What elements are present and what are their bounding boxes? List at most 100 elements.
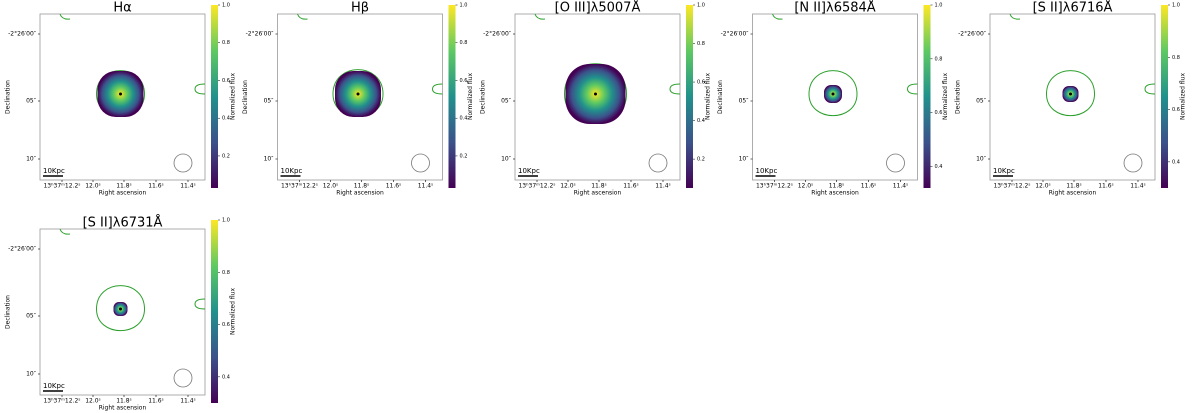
- colorbar-tick-label: 1.0: [935, 3, 943, 9]
- scale-bar-label: 10Kpc: [518, 167, 540, 175]
- contour-edge: [906, 83, 918, 95]
- colorbar-tick-label: 0.6: [697, 80, 705, 86]
- scale-bar-label: 10Kpc: [43, 382, 65, 390]
- x-tick-label: 11.8ˢ: [116, 183, 132, 190]
- colorbar-tick-label: 0.6: [460, 78, 468, 84]
- y-tick-label: 10″: [501, 156, 512, 163]
- panel-title: Hα: [113, 1, 131, 16]
- colorbar-tick-label: 0.4: [935, 164, 943, 170]
- colorbar-tick-label: 0.4: [460, 116, 468, 122]
- x-tick-label: 12.0ˢ: [560, 183, 576, 190]
- y-axis-label: Declination: [955, 80, 962, 114]
- x-tick-label: 11.8ˢ: [829, 183, 845, 190]
- scale-bar-label: 10Kpc: [281, 167, 303, 175]
- colorbar-tick-label: 0.6: [1172, 107, 1180, 113]
- beam: [886, 153, 905, 173]
- colorbar-tick-label: 0.8: [460, 40, 468, 46]
- panel-title: [S II]λ6731Å: [83, 215, 163, 231]
- x-tick-label: 12.0ˢ: [1035, 183, 1051, 190]
- colorbar-tick-label: 0.4: [222, 374, 230, 380]
- contour-edge: [297, 13, 308, 20]
- scale-bar-label: 10Kpc: [43, 167, 65, 175]
- colorbar-tick-label: 0.6: [222, 78, 230, 84]
- y-tick-label: -2°26′00″: [483, 31, 512, 38]
- x-tick-label: 11.4ˢ: [180, 398, 196, 405]
- y-tick-label: 05″: [26, 98, 37, 105]
- contour-edge: [1144, 83, 1156, 95]
- y-tick-label: -2°26′00″: [8, 31, 37, 38]
- panel: [S II]λ6731Å 10Kpc 13ʰ37ᵐ12.2ˢ 12.0ˢ 11.8ˢ 11…: [5, 215, 237, 412]
- panel: [O III]λ5007Å 10Kpc 13ʰ37ᵐ12.2ˢ 12.0ˢ 11.8ˢ 1…: [480, 0, 712, 197]
- panel: [N II]λ6584Å 10Kpc 13ʰ37ᵐ12.2ˢ 12.0ˢ 11.8ˢ 11…: [717, 0, 949, 197]
- y-tick-label: 05″: [501, 98, 512, 105]
- colorbar-label: Normalized flux: [467, 73, 474, 121]
- beam: [411, 153, 430, 173]
- colorbar: [211, 5, 218, 188]
- x-tick-label: 11.4ˢ: [655, 183, 671, 190]
- beam: [648, 153, 668, 173]
- y-tick-label: 05″: [976, 98, 987, 105]
- y-tick-label: -2°26′00″: [246, 31, 275, 38]
- x-axis-label: Right ascension: [336, 190, 384, 197]
- beam: [173, 153, 193, 173]
- colorbar-tick-label: 0.4: [697, 118, 705, 124]
- x-tick-label: 11.4ˢ: [1130, 183, 1146, 190]
- panel: Hα 10Kpc 13ʰ37ᵐ12.2ˢ 12.0ˢ 11.8ˢ 11.6ˢ 11.4ˢ -2…: [5, 1, 237, 197]
- colorbar: [923, 5, 931, 188]
- x-tick-label: 12.0ˢ: [85, 398, 101, 405]
- colorbar-label: Normalized flux: [942, 73, 949, 121]
- y-tick-label: 10″: [739, 156, 750, 163]
- x-tick-label: 13ʰ37ᵐ12.2ˢ: [518, 183, 555, 190]
- center-marker: [1069, 92, 1072, 96]
- panel-title: [S II]λ6716Å: [1033, 0, 1113, 16]
- x-tick-label: 13ʰ37ᵐ12.2ˢ: [43, 183, 80, 190]
- x-tick-label: 12.0ˢ: [323, 183, 339, 190]
- y-tick-label: -2°26′00″: [958, 31, 987, 38]
- colorbar-tick-label: 0.4: [1172, 159, 1180, 165]
- beam: [1123, 153, 1143, 173]
- panel: [S II]λ6716Å 10Kpc 13ʰ37ᵐ12.2ˢ 12.0ˢ 11.8ˢ 11…: [955, 0, 1187, 197]
- x-axis-label: Right ascension: [1049, 190, 1097, 197]
- colorbar-label: Normalized flux: [230, 73, 237, 121]
- scale-bar-label: 10Kpc: [756, 167, 778, 175]
- y-axis-label: Declination: [242, 80, 249, 114]
- x-tick-label: 11.4ˢ: [893, 183, 909, 190]
- x-tick-label: 11.8ˢ: [116, 398, 132, 405]
- colorbar-tick-label: 0.6: [222, 322, 230, 328]
- x-tick-label: 11.6ˢ: [623, 183, 639, 190]
- beam: [173, 368, 193, 388]
- x-tick-label: 11.6ˢ: [861, 183, 877, 190]
- contour: [1046, 70, 1096, 116]
- x-axis-label: Right ascension: [811, 190, 859, 197]
- panel-title: [N II]λ6584Å: [794, 0, 875, 16]
- x-tick-label: 11.8ˢ: [1066, 183, 1082, 190]
- x-axis-label: Right ascension: [99, 190, 147, 197]
- x-tick-label: 12.0ˢ: [85, 183, 101, 190]
- x-tick-label: 11.6ˢ: [1098, 183, 1114, 190]
- y-axis-label: Declination: [5, 295, 12, 329]
- colorbar-tick-label: 0.2: [222, 153, 230, 159]
- colorbar-label: Normalized flux: [705, 73, 712, 121]
- contour: [808, 70, 858, 116]
- colorbar-tick-label: 0.8: [222, 40, 230, 46]
- y-axis-label: Declination: [5, 80, 12, 114]
- y-tick-label: 10″: [26, 156, 37, 163]
- y-axis-label: Declination: [717, 80, 724, 114]
- contour-edge: [59, 228, 71, 235]
- x-tick-label: 12.0ˢ: [798, 183, 814, 190]
- x-tick-label: 11.8ˢ: [591, 183, 607, 190]
- colorbar-tick-label: 0.8: [935, 56, 943, 62]
- y-tick-label: -2°26′00″: [721, 31, 750, 38]
- x-tick-label: 11.6ˢ: [148, 398, 164, 405]
- y-tick-label: 05″: [739, 98, 750, 105]
- x-tick-label: 13ʰ37ᵐ12.2ˢ: [756, 183, 793, 190]
- center-marker: [356, 92, 360, 96]
- colorbar-tick-label: 1.0: [222, 3, 230, 9]
- colorbar-tick-label: 0.2: [697, 157, 705, 163]
- scale-bar-label: 10Kpc: [993, 167, 1015, 175]
- x-tick-label: 13ʰ37ᵐ12.2ˢ: [993, 183, 1030, 190]
- x-tick-label: 13ʰ37ᵐ12.2ˢ: [43, 398, 80, 405]
- x-axis-label: Right ascension: [574, 190, 622, 197]
- x-tick-label: 11.6ˢ: [386, 183, 402, 190]
- x-tick-label: 11.6ˢ: [148, 183, 164, 190]
